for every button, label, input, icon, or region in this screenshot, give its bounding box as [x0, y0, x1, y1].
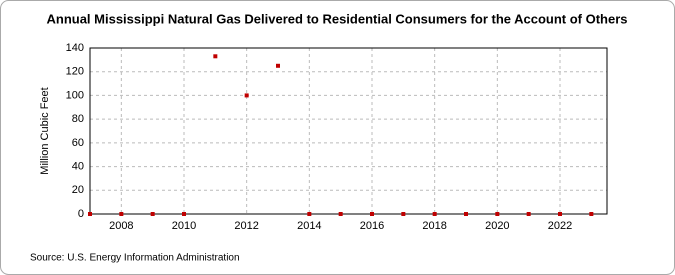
- x-tick-label: 2018: [422, 220, 446, 232]
- y-tick-label: 20: [72, 184, 84, 196]
- point: [464, 212, 468, 216]
- point: [119, 212, 124, 216]
- point: [432, 212, 437, 216]
- x-tick-label: 2014: [297, 220, 321, 232]
- x-tick-label: 2010: [172, 220, 196, 232]
- point: [276, 63, 280, 68]
- point: [495, 212, 500, 216]
- y-tick-label: 40: [72, 160, 84, 172]
- plot-frame: [89, 47, 608, 215]
- point: [401, 212, 406, 216]
- point: [244, 93, 249, 98]
- y-axis-label: Million Cubic Feet: [39, 87, 51, 174]
- y-tick-label: 0: [78, 208, 84, 220]
- y-tick-label: 140: [66, 42, 84, 54]
- point: [558, 212, 562, 216]
- x-tick-label: 2022: [548, 220, 572, 232]
- x-tick-label: 2012: [234, 220, 258, 232]
- point: [307, 212, 312, 216]
- y-tick-label: 60: [72, 137, 84, 149]
- source-note: Source: U.S. Energy Information Administ…: [30, 253, 240, 264]
- x-tick-label: 2016: [360, 220, 384, 232]
- point: [150, 212, 155, 216]
- point: [88, 212, 92, 216]
- x-tick-label: 2008: [109, 220, 133, 232]
- point: [213, 54, 218, 59]
- point: [526, 212, 531, 216]
- y-tick-label: 100: [66, 89, 84, 101]
- point: [589, 212, 594, 216]
- x-tick-label: 2020: [485, 220, 509, 232]
- point: [338, 212, 343, 216]
- chart-title: Annual Mississippi Natural Gas Delivered…: [46, 11, 627, 26]
- point: [370, 212, 374, 216]
- y-tick-label: 120: [66, 66, 84, 78]
- y-tick-label: 80: [72, 113, 84, 125]
- point: [182, 212, 186, 216]
